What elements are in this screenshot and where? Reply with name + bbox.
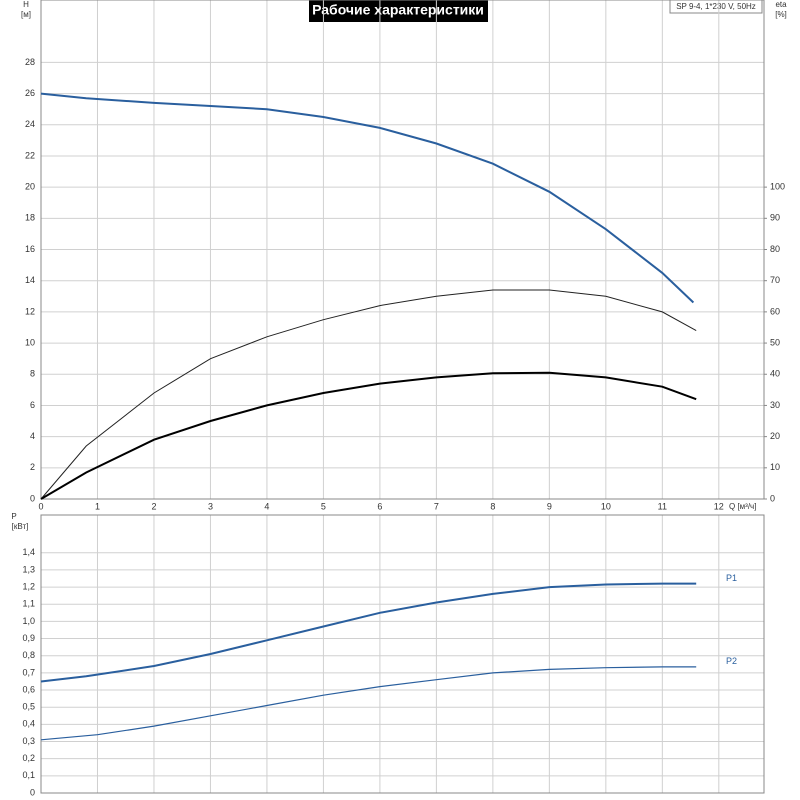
curve bbox=[40, 666, 697, 741]
y-tick-label: 0,3 bbox=[22, 736, 35, 746]
model-box bbox=[669, 0, 763, 14]
y-tick-label: 0,5 bbox=[22, 702, 35, 712]
y2-tick-label: 10 bbox=[770, 462, 780, 472]
y-tick-label: 22 bbox=[25, 150, 35, 160]
x-tick-label: 10 bbox=[601, 501, 611, 511]
y-tick-label: 0,1 bbox=[22, 770, 35, 780]
y2-tick-label: 20 bbox=[770, 431, 780, 441]
y2-axis-unit: [%] bbox=[775, 10, 787, 19]
y-tick-label: 0,8 bbox=[22, 650, 35, 660]
y-tick-label: 1,4 bbox=[22, 547, 35, 557]
p-axis-unit: [кВт] bbox=[12, 522, 29, 531]
y-tick-label: 20 bbox=[25, 182, 35, 192]
y-tick-label: 14 bbox=[25, 275, 35, 285]
y2-tick-label: 90 bbox=[770, 213, 780, 223]
y2-tick-label: 70 bbox=[770, 275, 780, 285]
y-tick-label: 1,1 bbox=[22, 599, 35, 609]
y-tick-label: 1,0 bbox=[22, 616, 35, 626]
x-tick-label: 4 bbox=[264, 501, 269, 511]
x-tick-label: 6 bbox=[377, 501, 382, 511]
y-tick-label: 16 bbox=[25, 244, 35, 254]
y-tick-label: 24 bbox=[25, 119, 35, 129]
chart-title: Рабочие характеристики bbox=[312, 2, 484, 18]
x-tick-label: 3 bbox=[208, 501, 213, 511]
curve bbox=[40, 289, 697, 500]
x-axis-label: Q [м³/ч] bbox=[729, 502, 756, 511]
x-tick-label: 8 bbox=[490, 501, 495, 511]
y-axis-label: H bbox=[23, 0, 29, 9]
x-tick-label: 12 bbox=[714, 501, 724, 511]
x-tick-label: 7 bbox=[434, 501, 439, 511]
y2-tick-label: 30 bbox=[770, 400, 780, 410]
curve bbox=[40, 92, 695, 304]
y2-tick-label: 60 bbox=[770, 306, 780, 316]
y-tick-label: 0,6 bbox=[22, 684, 35, 694]
y2-tick-label: 80 bbox=[770, 244, 780, 254]
x-tick-label: 0 bbox=[38, 501, 43, 511]
x-tick-label: 9 bbox=[547, 501, 552, 511]
y2-tick-label: 0 bbox=[770, 493, 775, 503]
y-tick-label: 0,7 bbox=[22, 667, 35, 677]
legend-label: P2 bbox=[726, 656, 737, 666]
y2-axis-label: eta bbox=[775, 0, 787, 9]
y-tick-label: 1,3 bbox=[22, 564, 35, 574]
y-tick-label: 0,4 bbox=[22, 719, 35, 729]
y-tick-label: 2 bbox=[30, 462, 35, 472]
y-tick-label: 1,2 bbox=[22, 581, 35, 591]
y-tick-label: 0 bbox=[30, 493, 35, 503]
model-label: SP 9-4, 1*230 V, 50Hz bbox=[676, 2, 756, 11]
x-tick-label: 5 bbox=[321, 501, 326, 511]
legend-label: P1 bbox=[726, 573, 737, 583]
y-tick-label: 0,2 bbox=[22, 753, 35, 763]
x-tick-label: 2 bbox=[151, 501, 156, 511]
x-tick-label: 1 bbox=[95, 501, 100, 511]
curve bbox=[40, 371, 697, 500]
y-tick-label: 12 bbox=[25, 306, 35, 316]
plot-frame bbox=[40, 514, 765, 794]
y-tick-label: 0,9 bbox=[22, 633, 35, 643]
y2-tick-label: 40 bbox=[770, 369, 780, 379]
y-tick-label: 6 bbox=[30, 400, 35, 410]
p-axis-label: P bbox=[11, 512, 16, 521]
y-tick-label: 28 bbox=[25, 57, 35, 67]
y-tick-label: 18 bbox=[25, 213, 35, 223]
y-axis-unit: [м] bbox=[21, 10, 31, 19]
title-box bbox=[309, 0, 488, 22]
y-tick-label: 8 bbox=[30, 369, 35, 379]
y2-tick-label: 100 bbox=[770, 182, 785, 192]
y-tick-label: 26 bbox=[25, 88, 35, 98]
plot-frame bbox=[40, 0, 765, 500]
y2-tick-label: 50 bbox=[770, 337, 780, 347]
y-tick-label: 0 bbox=[30, 787, 35, 797]
y-tick-label: 10 bbox=[25, 337, 35, 347]
y-tick-label: 4 bbox=[30, 431, 35, 441]
x-tick-label: 11 bbox=[658, 501, 667, 511]
curve bbox=[40, 582, 697, 683]
